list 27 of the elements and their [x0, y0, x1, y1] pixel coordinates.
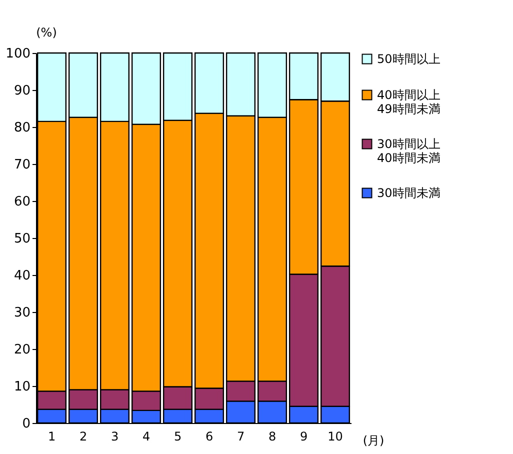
y-tick-label: 30 [14, 306, 30, 320]
x-tick-label: 6 [205, 430, 214, 444]
y-tick-label: 60 [14, 194, 30, 210]
y-tick-label: 10 [14, 380, 30, 394]
x-tick-label: 4 [142, 430, 150, 444]
y-tick-label: 70 [14, 158, 30, 172]
y-tick-label: 50 [14, 232, 30, 246]
y-tick-label: 80 [14, 120, 30, 136]
x-axis-title: (月) [362, 434, 384, 448]
x-tick-label: 3 [110, 430, 119, 444]
x-tick-label: 9 [300, 430, 308, 444]
y-tick-label: 100 [6, 46, 30, 62]
y-tick-label: 40 [14, 268, 30, 284]
legend-label: 50時間以上 [377, 52, 440, 66]
y-tick-label: 0 [22, 416, 30, 432]
x-tick-label: 8 [268, 430, 276, 444]
x-tick-label: 5 [174, 430, 182, 444]
x-tick-label: 7 [236, 430, 245, 444]
legend-label: 40時間以上49時間未満 [377, 88, 440, 116]
x-tick-label: 1 [48, 430, 56, 444]
y-tick-label: 90 [14, 84, 30, 98]
x-tick-label: 10 [328, 430, 343, 444]
legend-label: 30時間以上40時間未満 [377, 137, 440, 165]
x-tick-label: 2 [79, 430, 88, 444]
y-tick-label: 20 [14, 342, 30, 358]
y-axis-title: (%) [36, 26, 57, 40]
legend-label: 30時間未満 [377, 186, 440, 200]
